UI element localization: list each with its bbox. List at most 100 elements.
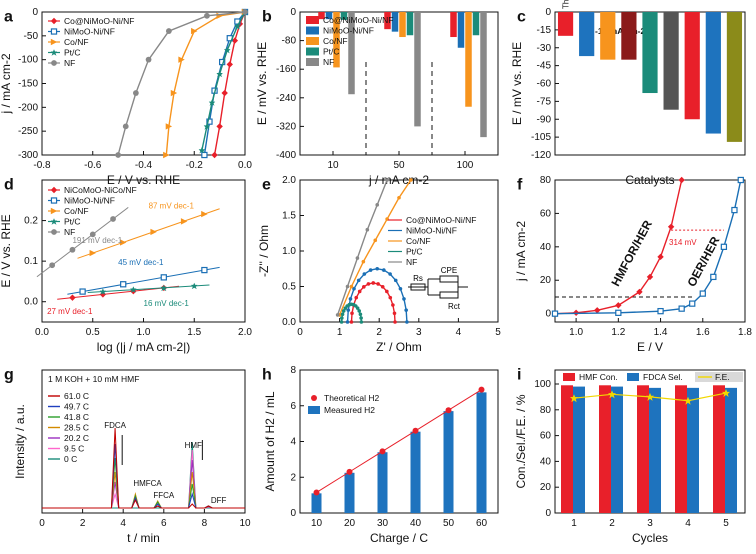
legend-label: Theoretical H2 (324, 393, 380, 403)
y-tick-label: -105 (531, 132, 551, 143)
x-tick-label: 1.6 (696, 327, 710, 338)
data-point (99, 288, 107, 295)
data-point (388, 272, 392, 276)
y-tick-label: 8 (290, 365, 296, 376)
bar (344, 472, 355, 513)
bar (713, 385, 725, 513)
bar (377, 452, 388, 513)
x-axis-title: Charge / C (370, 531, 428, 545)
bar (649, 387, 661, 513)
x-axis-title: log (|j / mA cm-2|) (97, 340, 191, 354)
legend-label: HMF Con. (579, 372, 618, 382)
data-point (608, 390, 616, 399)
bar (340, 12, 348, 20)
data-point (368, 268, 373, 272)
legend-box (695, 372, 743, 382)
x-tick-label: 10 (327, 160, 339, 171)
legend-marker (50, 197, 58, 204)
legend-label: NiCoMoO-NiCo/NF (64, 185, 137, 195)
data-point (615, 302, 622, 309)
legend-marker (50, 49, 58, 56)
data-point (412, 427, 419, 434)
series-line (213, 11, 246, 156)
data-point (110, 216, 116, 222)
y-tick-label: -75 (537, 96, 552, 107)
panel-i: i Cycles Con./Sel./F.E. / % 0 20 40 60 80 100 1 2 3… (514, 366, 746, 545)
circuit-wires (408, 278, 468, 296)
x-tick-label: 8 (202, 518, 208, 529)
data-point (359, 316, 363, 320)
legend-marker (50, 28, 58, 35)
x-tick-label: 100 (457, 160, 474, 171)
series-line (350, 282, 396, 323)
x-tick-label: 0.0 (35, 327, 49, 338)
bar-label: This work (562, 0, 571, 9)
panel-label: h (262, 366, 272, 383)
legend-label: Co@NiMoO-Ni/NF (406, 215, 477, 225)
data-point (89, 231, 96, 238)
data-point (355, 306, 360, 310)
data-point (242, 9, 248, 15)
y-tick-label: 4 (290, 437, 296, 448)
bar (726, 12, 743, 142)
bar (611, 386, 623, 513)
x-tick-label: 1.0 (569, 327, 583, 338)
y-tick-label: 0.0 (24, 297, 38, 308)
data-point (551, 310, 559, 317)
chart-title: -10 mA cm-2 (595, 26, 646, 36)
circuit-cpe (439, 275, 459, 283)
data-point (445, 407, 452, 414)
data-point (357, 309, 362, 313)
data-point (224, 46, 231, 54)
legend-label: NF (323, 57, 334, 67)
data-point (211, 151, 218, 159)
legend-label: NF (64, 227, 75, 237)
y-axis-title: E / V vs. RHE (0, 214, 13, 287)
y-tick-label: -250 (18, 126, 38, 137)
data-point (359, 320, 364, 324)
tafel-label: 191 mV dec-1 (72, 236, 122, 245)
series-line (316, 389, 482, 493)
data-point (699, 290, 706, 297)
data-point (201, 210, 208, 218)
x-tick-label: -0.2 (186, 160, 204, 171)
peak-label: FDCA (104, 421, 126, 430)
fit-line (67, 266, 220, 295)
legend-marker (51, 60, 57, 66)
x-tick-label: -0.8 (33, 160, 51, 171)
bar-label: Mo-NiCo2O4/Co5.47N (667, 0, 676, 9)
bar-label: Mo-Ni3S2/NixPy (730, 0, 739, 9)
bar (476, 392, 487, 513)
y-tick-label: 0 (545, 309, 551, 320)
legend-label: NF (406, 257, 417, 267)
y-axis-title: Con./Sel./F.E. / % (514, 394, 528, 488)
data-point (165, 28, 172, 34)
data-point (79, 288, 86, 295)
data-point (221, 89, 228, 97)
y-tick-label: 100 (534, 379, 551, 390)
y-tick-label: 0.2 (24, 216, 38, 227)
data-point (636, 288, 643, 296)
data-point (133, 90, 139, 96)
legend-label: Co/NF (64, 37, 89, 47)
legend-swatch (627, 373, 639, 381)
data-point (165, 123, 173, 130)
data-point (201, 151, 208, 159)
legend-label: Pt/C (323, 47, 340, 57)
bar-label: Co/Co3O4 (688, 0, 697, 9)
x-tick-label: 4 (120, 518, 126, 529)
bar (457, 12, 465, 48)
data-point (191, 27, 198, 35)
data-point (120, 281, 127, 288)
x-tick-label: 60 (476, 518, 488, 529)
x-tick-label: 1.2 (611, 327, 625, 338)
x-tick-label: 2 (609, 518, 615, 529)
legend-label: FDCA Sel. (643, 372, 683, 382)
data-point (216, 123, 223, 130)
x-tick-label: 1.8 (738, 327, 752, 338)
x-tick-label: 10 (311, 518, 323, 529)
y-tick-label: 80 (540, 405, 552, 416)
circuit-rs (410, 283, 426, 291)
gap-annotation: 314 mV (669, 238, 697, 247)
data-point (150, 228, 157, 236)
